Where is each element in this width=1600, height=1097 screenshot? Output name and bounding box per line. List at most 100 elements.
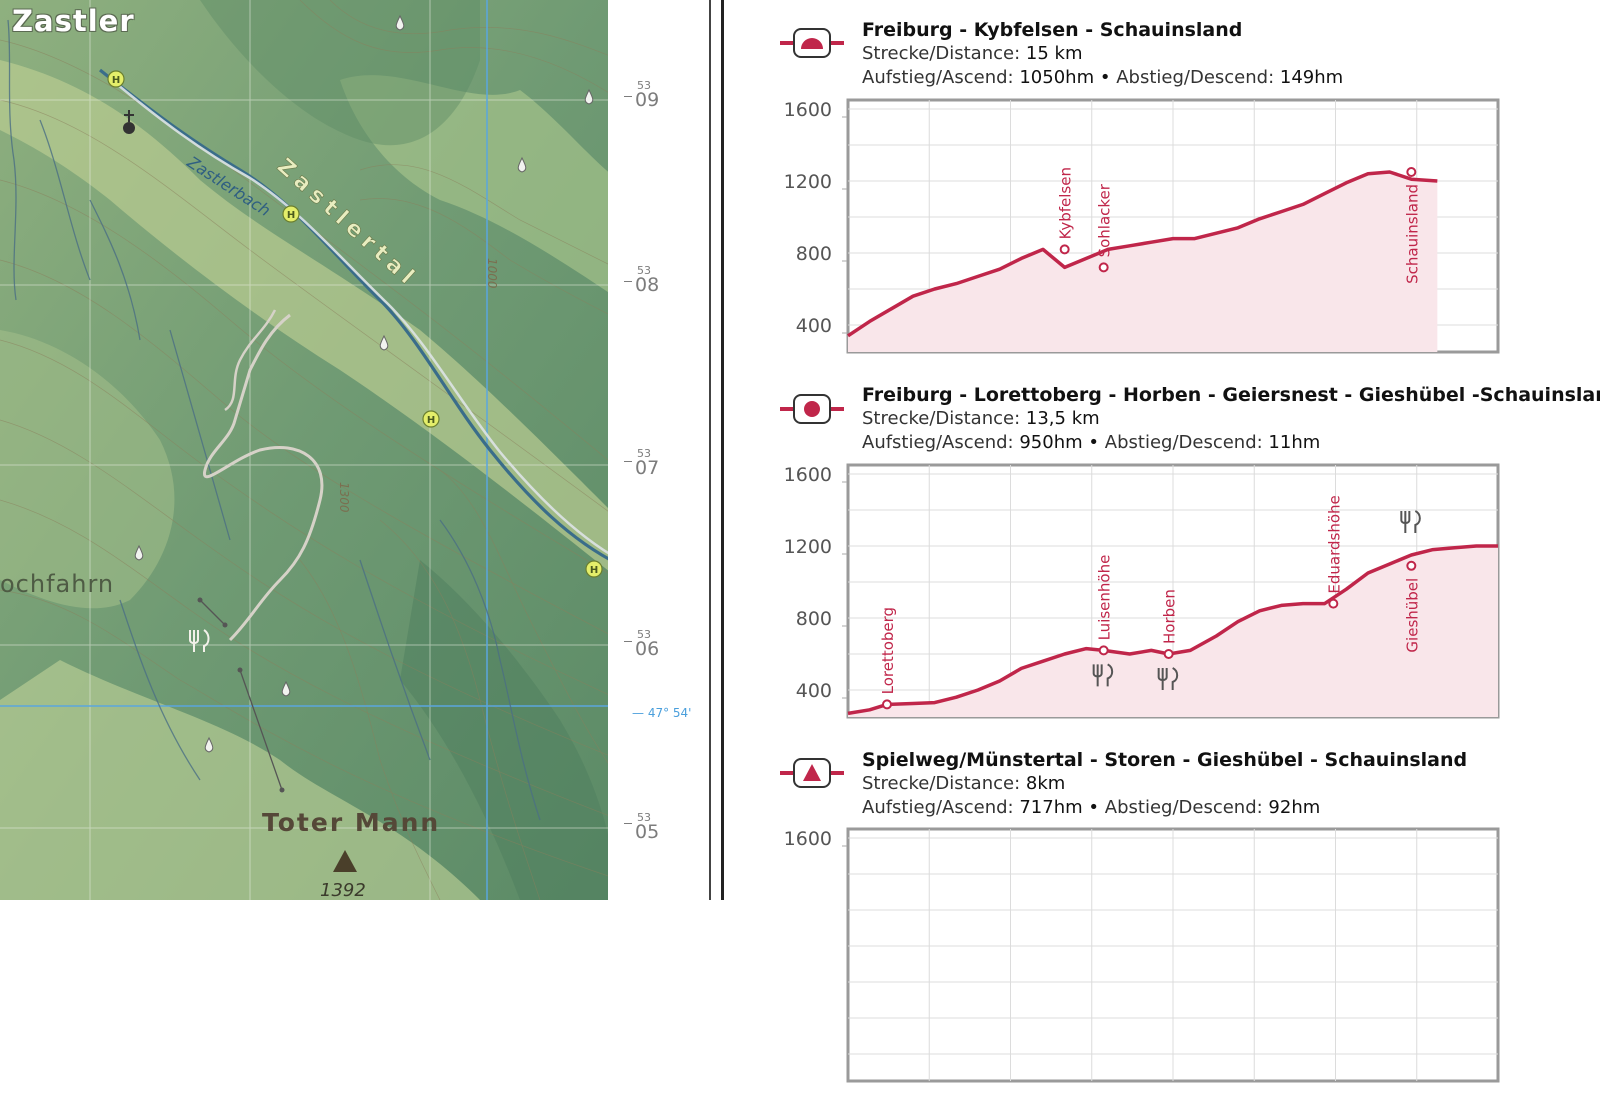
waypoint-label: Schauinsland (1403, 184, 1421, 284)
elevation-area (848, 172, 1438, 352)
knife-icon (1171, 667, 1179, 690)
map-grid (0, 0, 620, 900)
separator: • (1099, 67, 1111, 88)
bus-stop-label: H (287, 210, 295, 221)
descend-label: Abstieg/Descend: (1104, 432, 1263, 453)
knife-icon (1106, 663, 1114, 687)
waypoint-marker (1406, 167, 1417, 177)
toter-mann-elevation: 1392 (320, 880, 366, 900)
grid-label-prefix: 53 (637, 79, 651, 92)
descend-value: 92hm (1268, 797, 1321, 818)
route-3-elevation: Aufstieg/Ascend: 717hm • Abstieg/Descend… (862, 797, 1320, 818)
grid-label-07: 53 07 (635, 448, 659, 478)
forest-shade-north (200, 0, 480, 146)
fork-icon (1400, 511, 1411, 533)
grid-label-09: 53 09 (635, 80, 659, 110)
grid-label-value: 06 (635, 638, 660, 660)
grid-tick (624, 281, 632, 282)
streams (7, 19, 541, 821)
descend-value: 11hm (1268, 432, 1321, 453)
distance-value: 15 km (1025, 43, 1083, 64)
waypoint-marker (1098, 262, 1109, 273)
zastler-label: Zastler (12, 4, 135, 38)
ascend-value: 717hm (1019, 797, 1083, 818)
peak-icon (333, 850, 357, 872)
restaurant-icon (1157, 667, 1179, 690)
y-tick-label: 1600 (784, 99, 832, 121)
ridge-shade (340, 75, 620, 300)
map-canvas: H H H H Zastlerbach Zastl (0, 0, 620, 900)
hiking-trail (203, 313, 324, 642)
waypoint-label: Eduardshöhe (1325, 495, 1343, 593)
spring-icons (134, 14, 594, 753)
grid-label-08: 53 08 (635, 265, 659, 295)
route-1-title: Freiburg - Kybfelsen - Schauinsland (862, 19, 1243, 41)
y-tick-label: 400 (796, 680, 832, 702)
y-tick-label: 1600 (784, 828, 832, 850)
topographic-map[interactable]: H H H H Zastlerbach Zastl (0, 0, 620, 900)
distance-value: 8km (1025, 773, 1066, 794)
waypoint-marker (1098, 645, 1109, 656)
bus-stops (107, 70, 603, 578)
grid-label-prefix: 53 (637, 447, 651, 460)
hiking-trail-2 (224, 309, 277, 412)
waypoint-label: Luisenhöhe (1096, 555, 1114, 641)
grid-label-prefix: 53 (637, 264, 651, 277)
route-3-title: Spielweg/Münstertal - Storen - Gieshübel… (862, 749, 1468, 771)
elevation-chart-2-svg: 400 800 1200 1600 Lorettoberg Luisenhöhe Horbe… (784, 463, 1500, 719)
grid-label-06: 53 06 (635, 629, 659, 659)
map-margin (608, 0, 620, 900)
ascend-value: 1050hm (1019, 67, 1095, 88)
elevation-chart-1-svg: 400 800 1200 1600 Kybfelsen Sohlacker Schauins… (784, 98, 1500, 354)
elevation-chart-2: 400 800 1200 1600 Lorettoberg Luisenhöhe Horbe… (784, 463, 1550, 733)
grid-label-value: 09 (635, 89, 660, 111)
waypoint-label: Kybfelsen (1057, 167, 1075, 239)
grid-label-value: 08 (635, 274, 660, 296)
y-tick-label: 400 (796, 315, 832, 337)
restaurant-icon (1400, 510, 1421, 533)
distance-label: Strecke/Distance: (862, 773, 1021, 794)
panel-divider (709, 0, 711, 900)
ski-lifts (199, 599, 283, 791)
ascend-value: 950hm (1019, 432, 1083, 453)
route-3-triangle-icon (780, 758, 844, 788)
valley-shade (0, 60, 620, 580)
descend-value: 149hm (1279, 67, 1344, 88)
route-1-elevation: Aufstieg/Ascend: 1050hm • Abstieg/Descen… (862, 67, 1343, 88)
grid-label-value: 07 (635, 457, 660, 479)
separator: • (1088, 432, 1100, 453)
grid-tick (624, 461, 632, 462)
separator: • (1088, 797, 1100, 818)
fork-icon (1157, 668, 1168, 690)
grid-tick (624, 641, 632, 642)
waypoint-label: Horben (1161, 589, 1179, 644)
y-tick-label: 1600 (784, 464, 832, 486)
ascend-label: Aufstieg/Ascend: (862, 67, 1014, 88)
contour-label-1300: 1300 (337, 482, 351, 513)
waypoint-marker (1059, 244, 1070, 255)
bus-stop-label: H (112, 75, 120, 86)
slope-shade (0, 330, 175, 609)
fork-icon (1092, 664, 1103, 687)
restaurant-icon (1092, 663, 1114, 687)
y-tick-label: 800 (796, 243, 832, 265)
elevation-chart-1: 400 800 1200 1600 Kybfelsen Sohlacker Schauins… (784, 98, 1550, 368)
contour-lines (0, 0, 620, 900)
elevation-chart-3: 1600 (784, 827, 1550, 1097)
waypoint-marker (1163, 649, 1174, 659)
route-1-half-circle-icon (780, 28, 844, 58)
valley-road (111, 79, 620, 562)
chapel-icon (123, 110, 135, 134)
route-2-circle-icon (780, 394, 844, 424)
y-tick-label: 1200 (784, 536, 832, 558)
distance-value: 13,5 km (1025, 408, 1100, 429)
ascend-label: Aufstieg/Ascend: (862, 432, 1014, 453)
waypoint-marker (1406, 560, 1417, 571)
grid-label-prefix: 53 (637, 628, 651, 641)
grid-label-prefix: 53 (637, 811, 651, 824)
waypoint-label: Lorettoberg (879, 607, 897, 694)
grid-tick (624, 96, 632, 97)
elevation-chart-3-svg: 1600 (784, 827, 1500, 1083)
route-2-title: Freiburg - Lorettoberg - Horben - Geiers… (862, 384, 1600, 406)
waypoint-label: Gieshübel (1403, 578, 1421, 653)
